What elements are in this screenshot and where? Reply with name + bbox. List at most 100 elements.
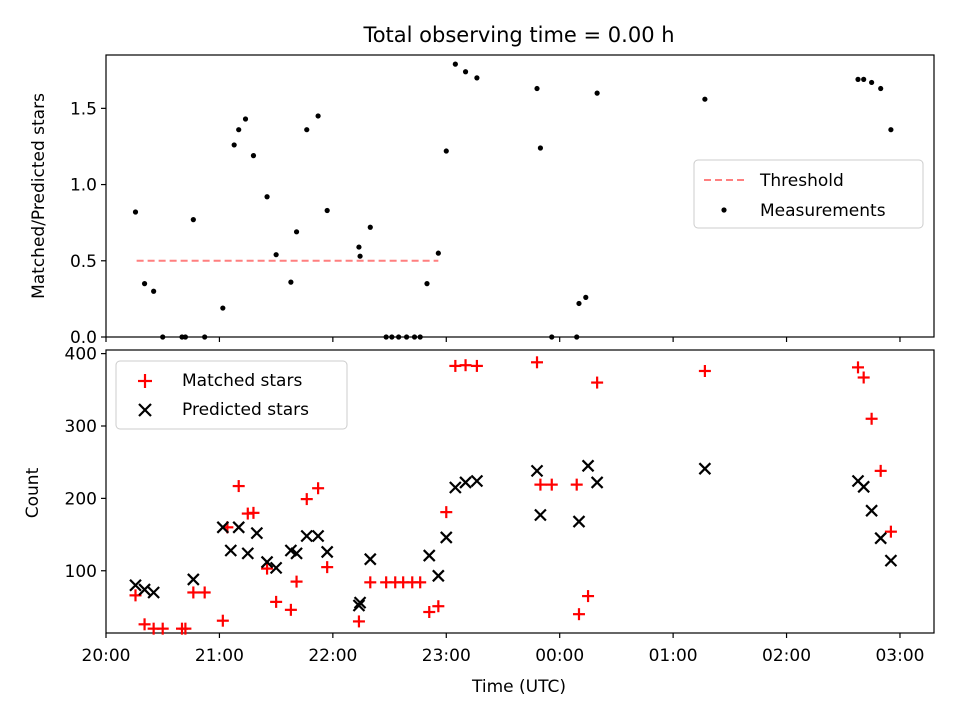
measurement-point <box>462 69 469 75</box>
matched-star-point <box>312 482 325 495</box>
top-legend-frame <box>693 159 924 229</box>
top-x-ticks <box>105 337 901 342</box>
measurement-point <box>324 207 330 214</box>
top-legend: Threshold Measurements <box>693 159 924 229</box>
measurement-point <box>182 334 188 340</box>
predicted-star-point <box>300 529 314 543</box>
measurement-point <box>220 305 226 311</box>
matched-star-point <box>531 356 544 369</box>
bottom-plot-frame <box>105 349 935 634</box>
matched-star-point <box>852 361 865 374</box>
bottom-y-tick-label: 400 <box>65 345 97 365</box>
predicted-star-point <box>865 504 878 517</box>
matched-star-point <box>414 576 427 589</box>
matched-star-point <box>534 478 547 491</box>
predicted-star-point <box>269 561 283 575</box>
measurement-point <box>411 334 418 340</box>
measurement-point <box>288 279 294 285</box>
measurement-point <box>576 300 582 307</box>
predicted-star-point <box>572 515 586 528</box>
bottom-legend-frame <box>115 360 348 430</box>
matched-star-point <box>300 493 313 506</box>
bottom-panel: 100 200 300 400 20:00 21:00 22:00 23:00 00:00 01… <box>23 345 935 697</box>
legend-matched-label: Matched stars <box>182 371 302 391</box>
predicted-star-point <box>364 552 377 566</box>
matched-star-point <box>187 586 200 599</box>
measurement-point <box>250 153 257 159</box>
matched-star-point <box>884 525 897 538</box>
bottom-y-tick-label: 100 <box>65 562 97 582</box>
matched-star-point <box>364 576 377 589</box>
matched-star-point <box>138 618 151 631</box>
predicted-star-point <box>129 578 142 592</box>
measurement-point <box>549 334 555 340</box>
matched-star-point <box>857 371 870 384</box>
measurement-point <box>367 224 373 230</box>
matched-star-point <box>440 506 453 519</box>
top-chart-title: Total observing time = 0.00 h <box>362 23 674 47</box>
predicted-star-point <box>187 573 200 586</box>
matched-star-point <box>352 615 365 628</box>
measurement-point <box>141 281 148 287</box>
predicted-star-point <box>470 474 484 488</box>
measurement-point <box>151 288 157 294</box>
bottom-y-tick-label: 200 <box>65 489 97 509</box>
top-series <box>132 61 894 340</box>
measurement-point <box>236 127 242 133</box>
top-y-axis-label: Matched/Predicted stars <box>29 93 49 299</box>
matched-star-point <box>865 412 878 425</box>
matched-star-point <box>423 606 436 619</box>
matched-star-point <box>247 506 260 519</box>
predicted-star-point <box>439 531 453 544</box>
predicted-star-point <box>241 547 255 560</box>
matched-star-point <box>232 480 245 493</box>
predicted-star-point <box>216 521 230 534</box>
x-tick-label: 02:00 <box>762 646 811 666</box>
measurement-point <box>594 90 600 96</box>
bottom-series <box>129 356 898 635</box>
x-tick-label: 21:00 <box>195 646 244 666</box>
x-tick-label: 00:00 <box>535 646 584 666</box>
legend-measurements-marker <box>721 207 727 213</box>
bottom-y-tick-label: 300 <box>65 417 97 437</box>
legend-predicted-label: Predicted stars <box>182 400 309 420</box>
measurement-point <box>357 253 363 259</box>
predicted-star-point <box>147 586 160 599</box>
measurement-point <box>383 334 389 340</box>
measurement-point <box>231 142 237 148</box>
matched-star-point <box>591 376 604 389</box>
measurement-point <box>202 334 208 340</box>
measurement-point <box>452 61 458 67</box>
predicted-star-point <box>290 547 303 560</box>
matched-star-point <box>572 608 585 621</box>
predicted-star-point <box>232 521 245 534</box>
top-y-ticks: 0.0 0.5 1.0 1.5 <box>70 99 106 348</box>
top-y-tick-label: 0.5 <box>70 252 97 272</box>
measurement-point <box>396 334 402 340</box>
legend-measurements-label: Measurements <box>760 201 886 221</box>
legend-matched-marker <box>138 374 152 388</box>
predicted-star-point <box>590 476 604 489</box>
measurement-point <box>273 252 279 258</box>
predicted-star-point <box>449 481 462 494</box>
predicted-star-point <box>698 462 712 475</box>
matched-star-point <box>698 364 711 377</box>
measurement-point <box>424 281 430 287</box>
matched-star-point <box>570 478 583 491</box>
matched-star-point <box>290 575 303 588</box>
predicted-star-point <box>260 555 274 569</box>
measurement-point <box>855 76 861 82</box>
x-tick-label: 23:00 <box>422 646 471 666</box>
matched-star-point <box>321 561 334 574</box>
bottom-y-ticks: 100 200 300 400 <box>65 345 106 582</box>
matched-star-point <box>261 562 274 575</box>
matched-star-point <box>198 586 211 599</box>
predicted-star-point <box>857 480 870 494</box>
matched-star-point <box>284 603 297 616</box>
measurement-point <box>242 116 249 122</box>
measurement-point <box>474 75 480 81</box>
top-plot-frame <box>105 54 935 338</box>
measurement-point <box>878 85 884 92</box>
measurement-point <box>304 127 310 133</box>
